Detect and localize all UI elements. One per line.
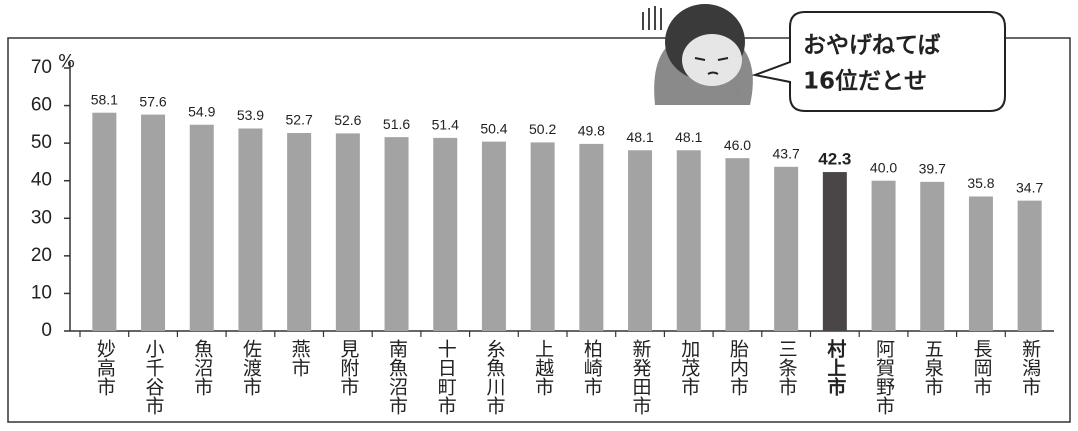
- x-tick-label: 新潟市: [1019, 339, 1041, 396]
- bar: [433, 138, 457, 331]
- value-label: 48.1: [675, 129, 702, 145]
- x-tick-label: 魚沼市: [191, 339, 213, 396]
- bar: [823, 172, 847, 331]
- bar: [531, 142, 555, 331]
- bar: [579, 144, 603, 331]
- bar: [287, 133, 311, 331]
- bar: [141, 115, 165, 331]
- x-tick-label: 上越市: [532, 339, 554, 396]
- x-tick-label: 十日町市: [435, 339, 457, 415]
- value-label: 58.1: [91, 91, 118, 107]
- x-tick-label: 佐渡市: [240, 339, 262, 396]
- bar: [774, 167, 798, 331]
- x-tick-label: 加茂市: [678, 339, 700, 396]
- x-tick-label: 妙高市: [94, 339, 116, 396]
- speech-text: 16位だとせ: [803, 68, 927, 95]
- y-tick-label: 20: [31, 245, 52, 266]
- bar: [1018, 201, 1042, 331]
- x-tick-label: 小千谷市: [143, 339, 165, 415]
- value-label: 40.0: [870, 159, 897, 175]
- value-label: 52.7: [286, 112, 313, 128]
- bar: [190, 125, 214, 331]
- y-tick-label: 50: [31, 132, 52, 153]
- value-label: 54.9: [188, 103, 215, 119]
- value-label: 49.8: [578, 123, 605, 139]
- value-label: 50.2: [529, 121, 556, 137]
- y-tick-label: 0: [41, 320, 52, 341]
- value-label: 43.7: [773, 146, 800, 162]
- x-tick-label: 糸魚川市: [483, 339, 505, 415]
- value-label: 46.0: [724, 137, 751, 153]
- x-tick-label: 見附市: [337, 339, 359, 396]
- x-tick-label: 村上市: [824, 338, 846, 397]
- y-axis-label: %: [58, 51, 75, 72]
- x-tick-label: 新発田市: [630, 339, 652, 415]
- bar: [482, 142, 506, 331]
- value-label: 52.6: [334, 112, 361, 128]
- x-tick-label: 阿賀野市: [873, 339, 895, 415]
- chart: おやげねてば 16位だとせ % 0 10 20 30 40 50 60 70 58.1 妙高市 57…: [0, 0, 1078, 427]
- speech-text: おやげねてば: [803, 33, 941, 59]
- x-tick-label: 燕市: [289, 339, 311, 377]
- value-label: 53.9: [237, 107, 264, 123]
- value-label: 34.7: [1016, 179, 1043, 195]
- bar: [385, 137, 409, 331]
- value-label: 50.4: [480, 120, 507, 136]
- bar: [969, 196, 993, 331]
- y-tick-label: 70: [31, 57, 52, 78]
- x-tick-label: 柏崎市: [581, 339, 603, 396]
- bar: [336, 133, 360, 331]
- value-label: 51.4: [432, 117, 459, 133]
- y-tick-label: 60: [31, 95, 52, 116]
- value-label: 48.1: [626, 129, 653, 145]
- bar: [725, 158, 749, 331]
- value-label: 57.6: [139, 93, 166, 109]
- value-label: 35.8: [967, 175, 994, 191]
- y-tick-label: 40: [31, 170, 52, 191]
- bar: [92, 113, 116, 331]
- value-label: 39.7: [919, 161, 946, 177]
- x-tick-label: 五泉市: [922, 339, 944, 396]
- x-tick-label: 胎内市: [727, 339, 749, 396]
- x-tick-label: 南魚沼市: [386, 339, 408, 415]
- bar: [677, 150, 701, 331]
- x-tick-label: 長岡市: [970, 339, 992, 396]
- bar: [872, 181, 896, 331]
- x-tick-label: 三条市: [776, 339, 798, 396]
- bar: [920, 182, 944, 331]
- speech-bubble: [755, 12, 1005, 111]
- value-label: 42.3: [818, 150, 851, 169]
- y-tick-label: 10: [31, 282, 52, 303]
- value-label: 51.6: [383, 116, 410, 132]
- bar: [628, 150, 652, 331]
- y-tick-label: 30: [31, 207, 52, 228]
- bar: [238, 128, 262, 331]
